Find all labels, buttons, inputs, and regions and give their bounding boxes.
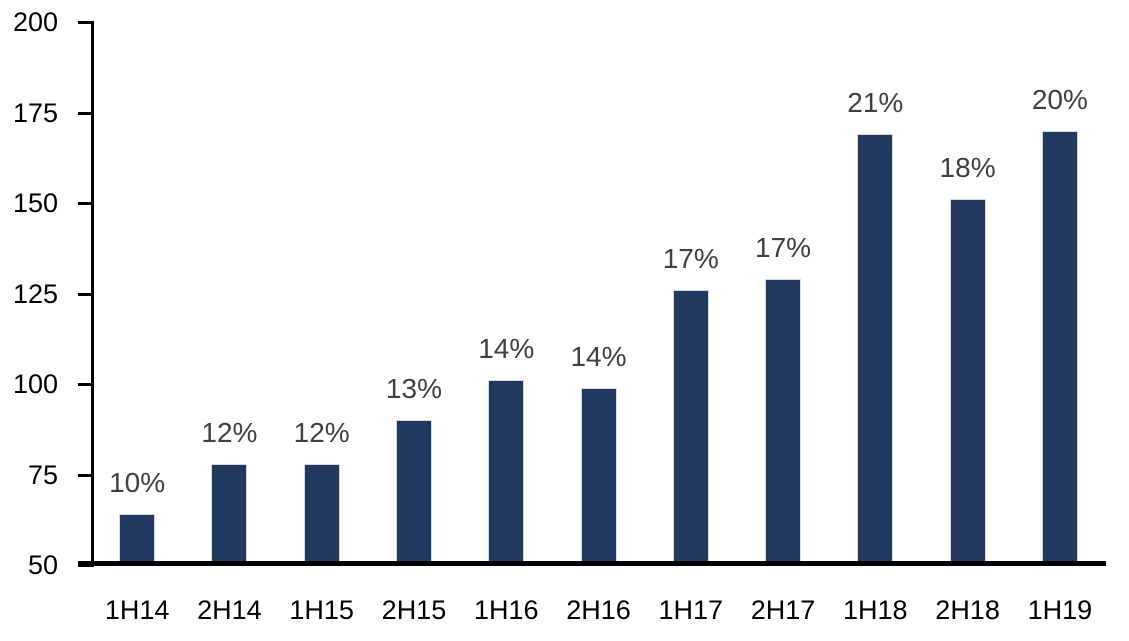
x-axis-label: 1H15	[289, 595, 354, 625]
y-axis-tick	[78, 473, 94, 477]
x-axis-label: 2H17	[750, 595, 816, 625]
x-axis-label: 2H16	[566, 595, 631, 625]
bar	[949, 199, 986, 562]
x-axis-label: 2H18	[935, 595, 1000, 625]
y-axis-tick	[78, 21, 94, 24]
y-axis-tick-label: 125	[12, 278, 58, 309]
y-axis-tick	[78, 111, 94, 115]
y-axis-tick-label: 50	[27, 550, 58, 580]
y-axis-tick	[78, 383, 94, 386]
x-axis-label: 1H17	[658, 595, 724, 625]
bar-value-label: 14%	[478, 333, 535, 365]
x-axis-label: 2H15	[381, 595, 447, 625]
bar-value-label: 18%	[939, 152, 996, 184]
y-axis-tick-label: 175	[12, 97, 58, 128]
x-axis-label: 1H18	[843, 595, 908, 625]
x-axis-label: 1H14	[104, 595, 170, 625]
bar-value-label: 10%	[109, 467, 166, 499]
bar-value-label: 17%	[662, 242, 719, 274]
bar-value-label: 12%	[201, 416, 258, 448]
bar-value-label: 14%	[570, 340, 627, 372]
y-axis-tick-label: 75	[27, 459, 58, 490]
bar	[303, 463, 340, 562]
y-axis-tick	[78, 292, 94, 296]
bar-value-label: 12%	[293, 416, 350, 448]
bar	[119, 514, 156, 562]
x-axis-label: 1H19	[1027, 595, 1093, 625]
y-axis-line	[91, 22, 94, 565]
x-axis-label: 1H16	[473, 595, 539, 625]
bar	[395, 420, 432, 562]
bar-value-label: 13%	[385, 373, 442, 405]
bar	[211, 463, 248, 562]
bar-value-label: 21%	[847, 87, 904, 119]
bar	[672, 289, 709, 562]
x-axis-label: 2H14	[197, 595, 262, 625]
bar	[857, 134, 894, 562]
y-axis-tick-label: 150	[12, 188, 58, 218]
bar	[765, 279, 802, 562]
bar	[580, 387, 617, 562]
y-axis-tick-label: 100	[12, 369, 58, 399]
bar-value-label: 17%	[755, 232, 812, 264]
y-axis-tick-label: 200	[12, 7, 58, 37]
bar	[488, 380, 525, 562]
y-axis-tick	[78, 202, 94, 205]
bar-value-label: 20%	[1031, 83, 1088, 115]
x-axis-line	[78, 561, 1106, 566]
bar	[1041, 130, 1078, 562]
